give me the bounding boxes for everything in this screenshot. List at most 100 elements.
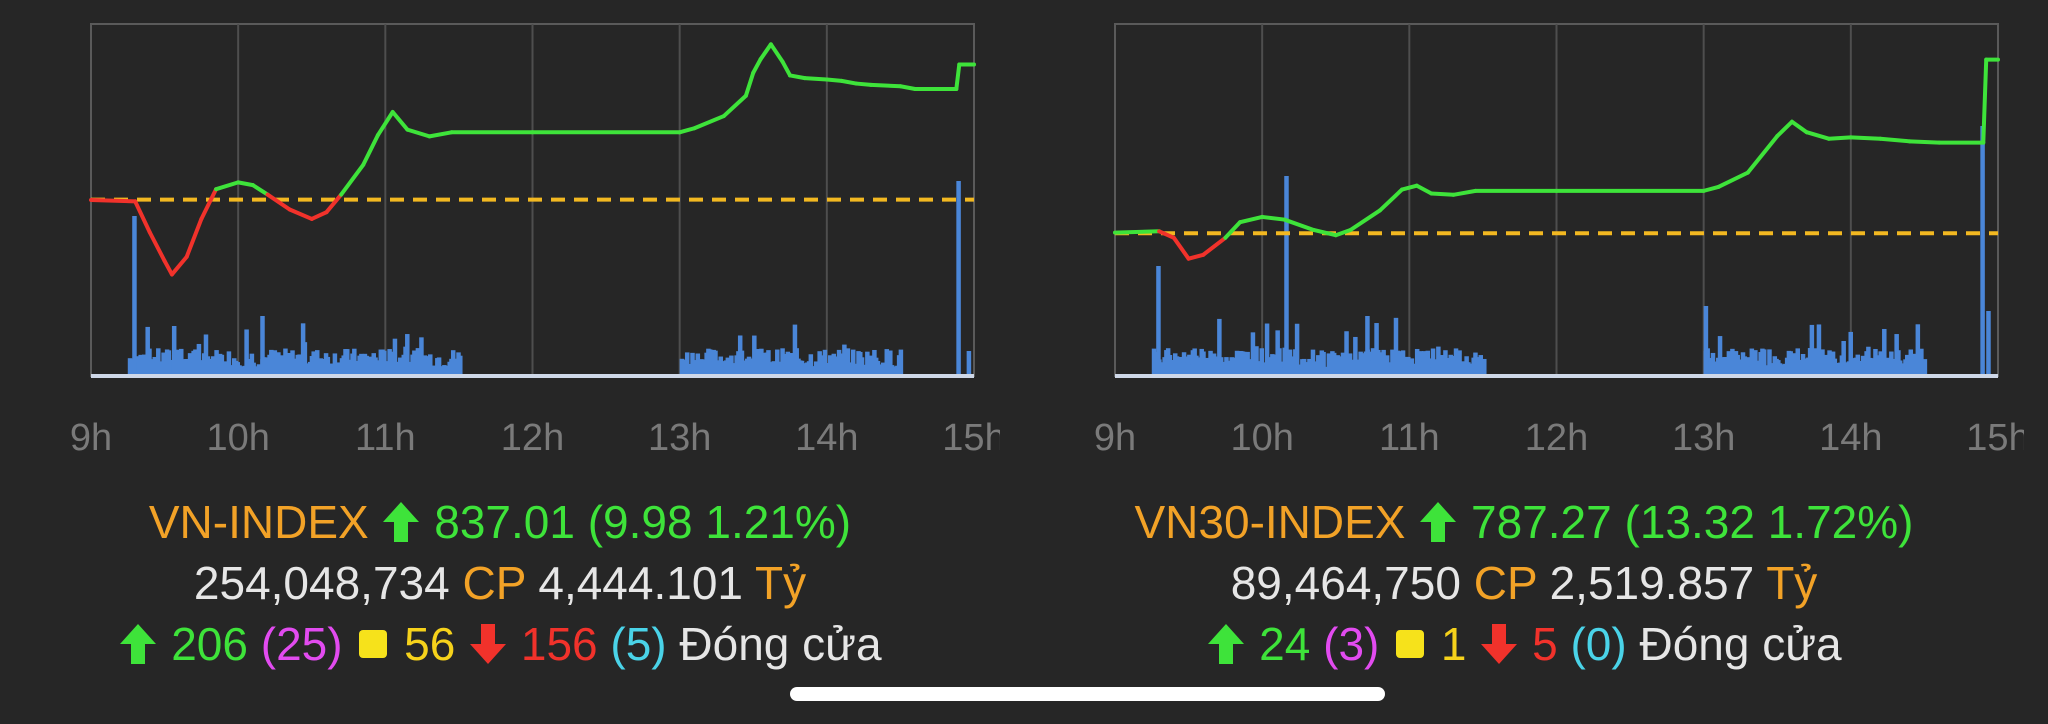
price-line-segment [1775,119,1794,139]
volume-bar [171,326,177,376]
volume-bar [1761,349,1767,376]
volume-bar [1882,328,1887,376]
unchanged-count: 56 [404,618,456,670]
volume-bar [898,349,904,376]
volume-bar [780,348,785,376]
volume-bar [226,351,232,376]
ceiling-count: (3) [1323,618,1380,670]
price-line-segment [1826,135,1853,141]
price-line-segment [788,73,807,81]
index-name: VN30-INDEX [1134,496,1406,548]
price-line-segment [802,76,829,82]
price-line-segment [1311,227,1338,238]
x-tick-label: 15h [942,417,1000,459]
price-line-segment [954,62,962,91]
volume-bar [1788,351,1793,376]
breadth-line: 24 (3) 1 5 (0) Đóng cửa [1024,614,2024,674]
volume-bar [1427,358,1432,376]
price-line-segment [1333,227,1353,238]
volume-value: 254,048,734 [193,557,450,609]
advancers-count: 24 [1259,618,1311,670]
price-line-segment [361,133,380,167]
volume-bar [775,349,780,376]
volume-bar [382,350,387,376]
arrow-down-icon [1481,623,1518,664]
trade-value-unit: Tỷ [1766,557,1818,609]
price-line-segment [169,254,189,277]
price-line-segment [824,77,844,83]
volume-bar [405,334,410,376]
vn30-index-chart: 9h 10h 11h 12h 13h 14h 15h [1094,23,2024,459]
price-line-segment [677,126,697,135]
trade-value-unit: Tỷ [754,557,807,609]
x-tick-label: 14h [795,417,858,459]
volume-bar [1717,336,1723,376]
price-line-segment [324,192,344,215]
decliners-count: 156 [520,618,598,670]
price-line-segment [1201,235,1228,257]
x-tick-label: 13h [648,417,711,459]
volume-bar [1730,348,1735,376]
volume-bar [203,334,209,376]
price-line-segment [1260,214,1287,222]
price-line-segment [405,127,432,139]
price-line-segment [768,42,785,64]
volume-bar [888,350,893,376]
volume-line: 89,464,750 CP 2,519.857 Tỷ [1024,553,2024,613]
price-line-segment [1414,183,1434,196]
price-line-segment [1907,139,1942,145]
volume-bar [428,354,433,376]
volume-bar [205,356,210,376]
price-line-segment [1878,136,1912,144]
volume-bar [1922,359,1928,376]
arrow-up-icon [1420,501,1457,542]
advancers-count: 206 [171,618,248,670]
unchanged-square-icon [359,629,388,658]
price-line-segment [1745,134,1780,175]
price-line-segment [162,258,174,277]
volume-bar [1393,317,1399,376]
volume-bar [822,349,828,376]
price-line-segment [898,84,918,91]
unchanged-square-icon [1396,629,1425,658]
volume-bar [166,350,172,376]
index-price: 787.27 [1471,496,1612,548]
x-tick-label: 11h [355,417,416,459]
price-line-segment [1377,187,1404,213]
volume-bar [1374,323,1379,376]
volume-bar [1217,318,1222,376]
index-price: 837.01 [434,496,575,548]
volume-bar [1365,316,1370,376]
volume-bar [1986,311,1991,376]
volume-bar [1347,353,1353,376]
volume-bar [302,342,308,376]
volume-bar [156,348,161,376]
vn-index-chart: 9h 10h 11h 12h 13h 14h 15h [70,23,1000,459]
price-line-segment [751,57,763,75]
home-indicator[interactable] [790,687,1385,701]
price-line-segment [868,82,903,89]
unchanged-count: 1 [1440,618,1467,670]
volume-bar [1820,349,1825,376]
price-line-segment [250,183,270,197]
index-line: VN30-INDEX 787.27 (13.32 1.72%) [1024,492,2024,552]
price-line-segment [1429,191,1456,197]
volume-bar [1980,126,1985,376]
volume-bar [1395,350,1400,376]
volume-bar [132,216,137,376]
floor-count: (5) [610,618,667,670]
volume-bar [1767,349,1772,376]
price-line-segment [1157,229,1176,240]
x-tick-label: 10h [206,417,269,459]
arrow-up-icon [383,501,420,542]
index-change: (9.98 1.21%) [587,496,852,548]
volume-bar [1809,324,1815,376]
volume-bar [1915,324,1921,376]
volume-bar [1414,348,1420,376]
volume-bar [850,349,856,376]
volume-bar [1156,266,1161,376]
price-line-segment [375,110,395,138]
volume-bar [699,359,704,376]
price-line-segment [427,130,454,139]
volume-bar [1703,306,1709,376]
